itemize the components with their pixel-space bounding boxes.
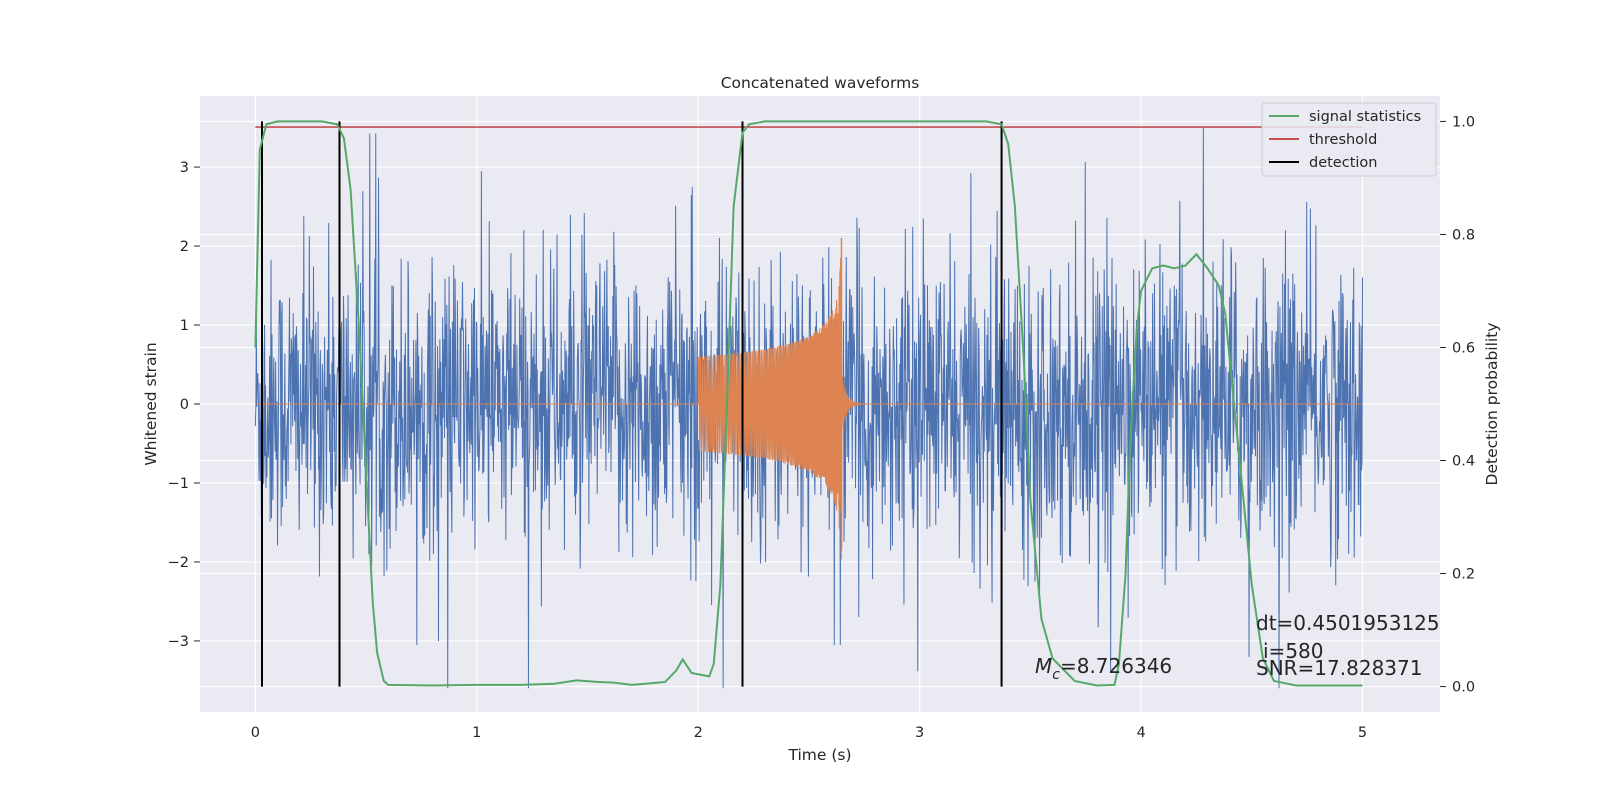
y-tick-label: 1 [180, 318, 189, 334]
x-tick-label: 2 [694, 725, 703, 741]
x-tick-label: 5 [1358, 725, 1367, 741]
y-tick-label: −3 [168, 634, 189, 650]
y2-tick-label: 0.2 [1452, 567, 1475, 583]
y2-axis-label: Detection probability [1483, 323, 1501, 486]
chirp-mass-annotation: Mc=8.726346 [1035, 654, 1172, 683]
y-tick-label: 0 [180, 397, 189, 413]
legend-label-threshold: threshold [1309, 132, 1377, 148]
y2-tick-label: 0.0 [1452, 680, 1475, 696]
x-tick-label: 0 [251, 725, 260, 741]
snr-annotation: SNR=17.828371 [1256, 656, 1422, 680]
y-tick-label: 2 [180, 239, 189, 255]
x-tick-label: 3 [915, 725, 924, 741]
plot-area [254, 120, 1363, 689]
y2-tick-label: 0.8 [1452, 227, 1475, 243]
y2-tick-label: 1.0 [1452, 114, 1475, 130]
y-axis-label: Whitened strain [142, 342, 160, 465]
y-tick-label: −2 [168, 555, 189, 571]
x-axis-ticks: 0 1 2 3 4 5 [251, 725, 1367, 741]
legend-label-signal-statistics: signal statistics [1309, 109, 1421, 125]
legend-box [1261, 102, 1437, 177]
chirp-mass-value: =8.726346 [1060, 654, 1172, 678]
chirp-mass-subscript: c [1052, 667, 1060, 683]
x-tick-label: 1 [472, 725, 481, 741]
legend: signal statistics threshold detection [1261, 102, 1437, 177]
y2-tick-label: 0.6 [1452, 340, 1475, 356]
legend-label-detection: detection [1309, 155, 1377, 171]
index-annotation: i=580 [1263, 639, 1324, 663]
y-axis-ticks: −3 −2 −1 0 1 2 3 [168, 160, 200, 650]
y2-axis-ticks: 0.0 0.2 0.4 0.6 0.8 1.0 [1440, 114, 1475, 696]
y-tick-label: 3 [180, 160, 189, 176]
chirp-mass-symbol: M [1035, 654, 1052, 678]
dt-annotation: dt=0.4501953125 [1256, 611, 1440, 635]
annotations: Mc=8.726346 dt=0.4501953125 i=580 SNR=17… [1035, 611, 1440, 683]
x-tick-label: 4 [1136, 725, 1145, 741]
y-tick-label: −1 [168, 476, 189, 492]
injection-series-line [255, 237, 1363, 560]
x-axis-label: Time (s) [787, 746, 851, 764]
detection-lines [261, 121, 1003, 687]
chart-title: Concatenated waveforms [721, 74, 920, 92]
y2-tick-label: 0.4 [1452, 454, 1475, 470]
signal-statistics-line [254, 120, 1363, 687]
